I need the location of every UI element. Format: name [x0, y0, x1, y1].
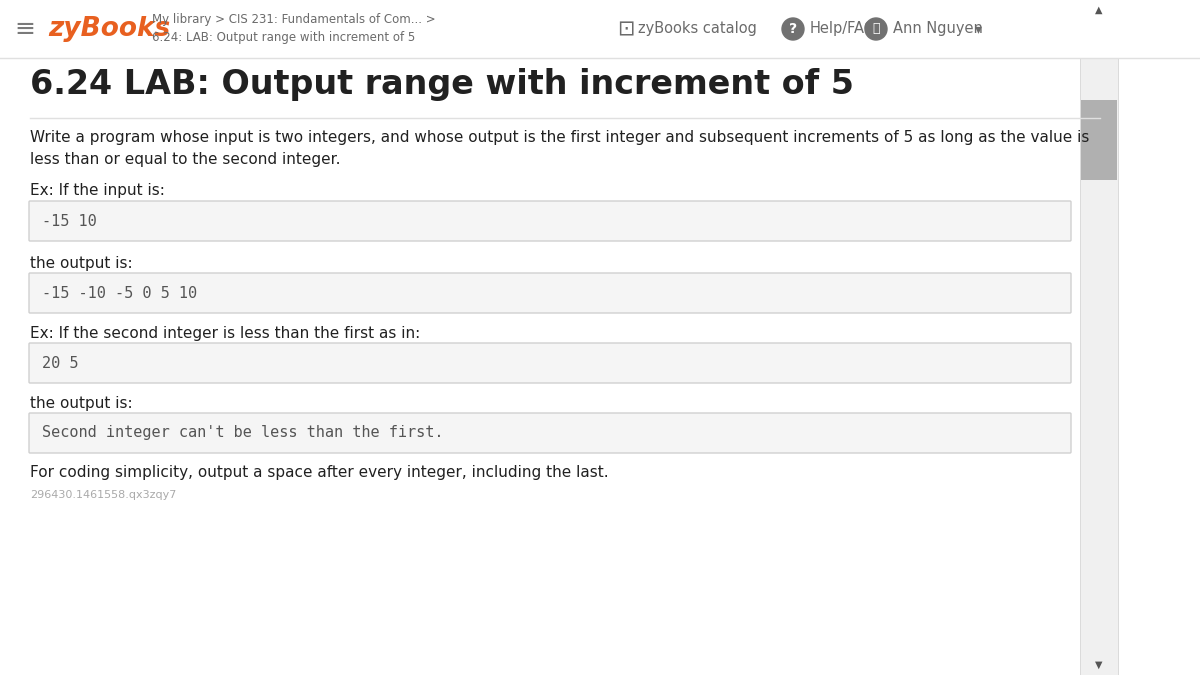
Text: Ex: If the input is:: Ex: If the input is:: [30, 183, 164, 198]
Text: less than or equal to the second integer.: less than or equal to the second integer…: [30, 152, 341, 167]
Text: -15 10: -15 10: [42, 213, 97, 229]
Text: ▲: ▲: [1096, 5, 1103, 15]
Bar: [1081, 100, 1117, 180]
FancyBboxPatch shape: [29, 201, 1072, 241]
Text: Help/FAQ: Help/FAQ: [810, 22, 876, 36]
Text: 6.24 LAB: Output range with increment of 5: 6.24 LAB: Output range with increment of…: [30, 68, 854, 101]
Text: ?: ?: [788, 22, 797, 36]
Text: the output is:: the output is:: [30, 396, 133, 411]
Text: -15 -10 -5 0 5 10: -15 -10 -5 0 5 10: [42, 286, 197, 300]
Text: 20 5: 20 5: [42, 356, 78, 371]
Text: Write a program whose input is two integers, and whose output is the first integ: Write a program whose input is two integ…: [30, 130, 1090, 145]
Text: ▾: ▾: [974, 22, 982, 36]
Text: 6.24: LAB: Output range with increment of 5: 6.24: LAB: Output range with increment o…: [152, 32, 415, 45]
Text: Second integer can't be less than the first.: Second integer can't be less than the fi…: [42, 425, 444, 441]
Text: zyBooks catalog: zyBooks catalog: [638, 22, 757, 36]
Text: My library > CIS 231: Fundamentals of Com... >: My library > CIS 231: Fundamentals of Co…: [152, 13, 436, 26]
Text: Ann Nguyen: Ann Nguyen: [893, 22, 983, 36]
Circle shape: [865, 18, 887, 40]
Bar: [0, 0, 1200, 58]
Text: zyBooks: zyBooks: [48, 16, 170, 42]
FancyBboxPatch shape: [29, 273, 1072, 313]
Text: ≡: ≡: [14, 17, 35, 41]
Text: the output is:: the output is:: [30, 256, 133, 271]
Text: ▼: ▼: [1096, 660, 1103, 670]
Text: For coding simplicity, output a space after every integer, including the last.: For coding simplicity, output a space af…: [30, 465, 608, 480]
Text: 296430.1461558.qx3zqy7: 296430.1461558.qx3zqy7: [30, 490, 176, 500]
Text: ⎾: ⎾: [872, 22, 880, 36]
Circle shape: [782, 18, 804, 40]
Text: Ex: If the second integer is less than the first as in:: Ex: If the second integer is less than t…: [30, 326, 420, 341]
FancyBboxPatch shape: [29, 343, 1072, 383]
Bar: [1080, 0, 1118, 675]
FancyBboxPatch shape: [29, 413, 1072, 453]
Text: ⊡: ⊡: [617, 19, 635, 39]
